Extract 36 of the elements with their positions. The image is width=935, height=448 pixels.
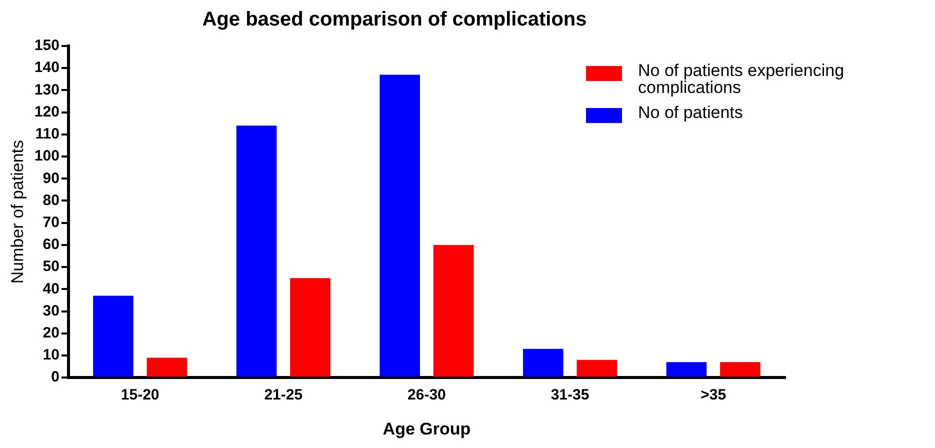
- y-tick-label: 130: [34, 81, 60, 98]
- y-tick-label: 70: [42, 214, 60, 231]
- y-tick-label: 20: [42, 324, 60, 342]
- x-tick-label: 26-30: [408, 386, 446, 404]
- bar: [93, 296, 134, 377]
- x-axis-title: Age Group: [382, 419, 471, 438]
- y-tick-label: 60: [42, 236, 60, 254]
- x-tick-label: >35: [700, 386, 726, 404]
- bar: [236, 126, 277, 377]
- x-tick-label: 31-35: [550, 386, 590, 404]
- y-tick-label: 10: [42, 346, 60, 364]
- y-tick-label: 50: [42, 258, 60, 276]
- bar: [720, 362, 760, 377]
- y-tick-label: 110: [35, 126, 60, 143]
- y-tick-label: 90: [42, 170, 60, 187]
- y-tick-label: 150: [34, 37, 60, 54]
- y-tick-label: 80: [42, 192, 60, 209]
- bar: [433, 244, 474, 377]
- bar: [146, 358, 188, 377]
- y-axis-title: Number of patients: [8, 140, 27, 284]
- y-tick-label: 0: [51, 368, 60, 386]
- y-tick-label: 140: [34, 59, 60, 76]
- x-tick-label: 21-25: [264, 386, 303, 404]
- y-tick-label: 30: [42, 302, 60, 320]
- bar: [576, 360, 618, 377]
- bar: [666, 362, 707, 377]
- bar: [290, 278, 330, 377]
- legend-label: No of patients: [638, 103, 743, 122]
- bar: [523, 348, 564, 377]
- y-tick-label: 100: [34, 148, 60, 165]
- legend-label: No of patients experiencing complications: [638, 61, 846, 97]
- chart-title: Age based comparison of complications: [202, 8, 587, 31]
- y-tick-label: 40: [42, 280, 60, 298]
- y-tick-label: 120: [34, 103, 60, 120]
- x-tick-label: 15-20: [120, 386, 160, 404]
- bar: [380, 74, 420, 377]
